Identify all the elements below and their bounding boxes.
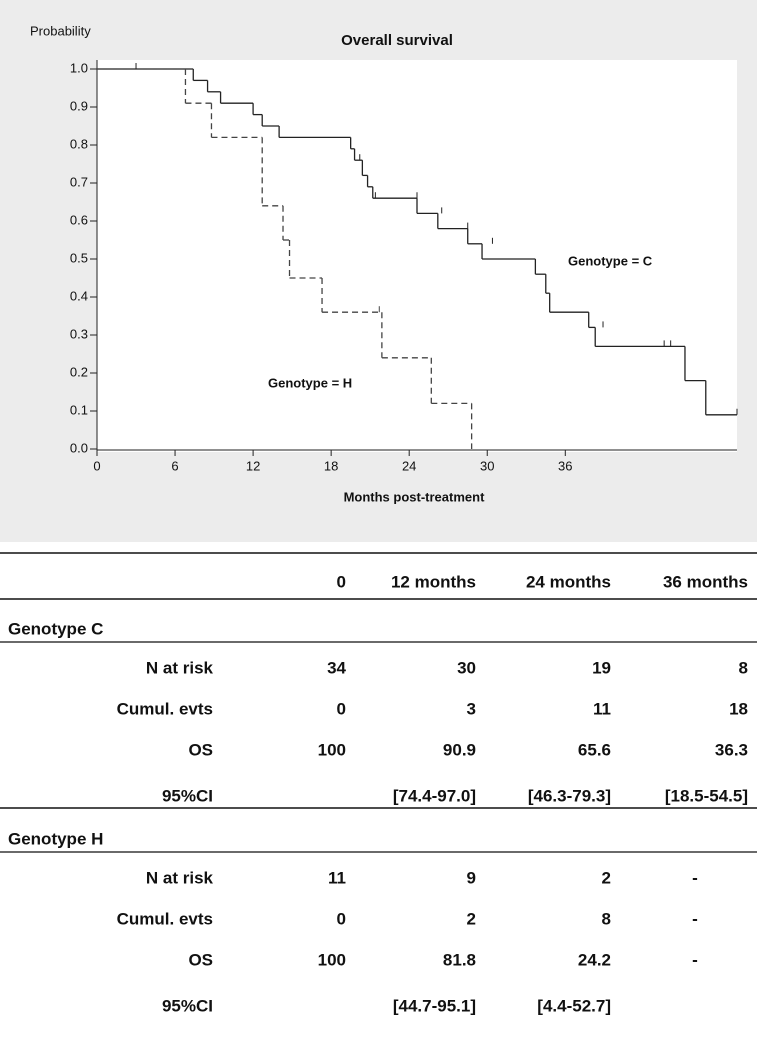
table-cell: 11 (593, 699, 611, 718)
table-cell: 36.3 (715, 740, 748, 759)
table-cell: [44.7-95.1] (393, 996, 476, 1015)
table-cell: [74.4-97.0] (393, 786, 476, 805)
y-tick-label: 0.2 (70, 364, 88, 379)
table-cell: [4.4-52.7] (537, 996, 611, 1015)
table-cell: 0 (337, 909, 346, 928)
x-tick-label: 36 (558, 458, 572, 473)
y-tick-label: 0.9 (70, 98, 88, 113)
column-header: 24 months (526, 572, 611, 591)
column-header: 12 months (391, 572, 476, 591)
table-cell: 65.6 (578, 740, 611, 759)
table-cell: [46.3-79.3] (528, 786, 611, 805)
row-label: OS (188, 950, 213, 969)
row-label: 95%CI (162, 996, 213, 1015)
plot-area (97, 60, 737, 452)
column-header: 36 months (663, 572, 748, 591)
x-tick-label: 18 (324, 458, 338, 473)
x-tick-label: 6 (171, 458, 178, 473)
table-cell: 81.8 (443, 950, 476, 969)
table-cell: 3 (467, 699, 476, 718)
table-cell: 34 (327, 658, 346, 677)
y-tick-label: 0.0 (70, 440, 88, 455)
y-tick-label: 0.6 (70, 212, 88, 227)
table-cell: 2 (602, 868, 611, 887)
table-cell: 8 (739, 658, 748, 677)
table-cell: 24.2 (578, 950, 611, 969)
table-cell: 90.9 (443, 740, 476, 759)
table-cell: - (692, 950, 698, 969)
row-label: 95%CI (162, 786, 213, 805)
x-tick-label: 12 (246, 458, 260, 473)
y-tick-label: 1.0 (70, 60, 88, 75)
column-header: 0 (337, 572, 346, 591)
group-header: Genotype H (8, 829, 103, 848)
table-cell: 19 (592, 658, 611, 677)
table-cell: - (692, 868, 698, 887)
table-cell: 30 (457, 658, 476, 677)
y-tick-label: 0.8 (70, 136, 88, 151)
y-tick-label: 0.1 (70, 402, 88, 417)
table-cell: 9 (467, 868, 476, 887)
chart-title: Overall survival (341, 32, 453, 49)
x-tick-label: 0 (93, 458, 100, 473)
table-cell: 18 (729, 699, 748, 718)
row-label: Cumul. evts (117, 909, 213, 928)
table-cell: 8 (602, 909, 611, 928)
table-cell: 100 (318, 950, 346, 969)
group-header: Genotype C (8, 619, 103, 638)
y-tick-label: 0.4 (70, 288, 88, 303)
x-tick-label: 24 (402, 458, 416, 473)
x-tick-label: 30 (480, 458, 494, 473)
x-axis-label: Months post-treatment (344, 489, 486, 504)
table-cell: 11 (328, 868, 346, 887)
y-tick-label: 0.5 (70, 250, 88, 265)
table-cell: 0 (337, 699, 346, 718)
table-cell: - (692, 909, 698, 928)
y-tick-label: 0.7 (70, 174, 88, 189)
table-cell: 2 (467, 909, 476, 928)
row-label: N at risk (146, 868, 214, 887)
series-label: Genotype = H (268, 375, 352, 390)
table-cell: [18.5-54.5] (665, 786, 748, 805)
y-tick-label: 0.3 (70, 326, 88, 341)
row-label: OS (188, 740, 213, 759)
row-label: N at risk (146, 658, 214, 677)
table-cell: 100 (318, 740, 346, 759)
y-axis-label: Probability (30, 23, 91, 38)
row-label: Cumul. evts (117, 699, 213, 718)
series-label: Genotype = C (568, 253, 653, 268)
